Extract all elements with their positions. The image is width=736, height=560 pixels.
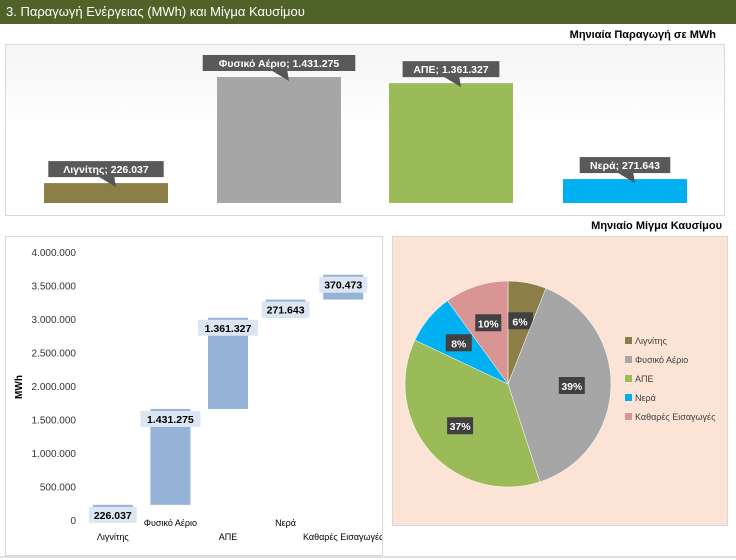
pie-label-bg-1 bbox=[558, 377, 585, 395]
data-label-pointer-0 bbox=[96, 175, 116, 188]
pie-label-bg-4 bbox=[475, 314, 502, 332]
data-label-2: ΑΠΕ; 1.361.327 bbox=[413, 64, 488, 76]
monthly-production-title: Μηνιαία Παραγωγή σε MWh bbox=[569, 29, 716, 41]
legend-swatch-0 bbox=[625, 337, 632, 344]
y-tick-label-8: 4.000.000 bbox=[32, 248, 77, 259]
y-tick-label-7: 3.500.000 bbox=[32, 282, 77, 293]
data-label-3: Νερά; 271.643 bbox=[590, 160, 660, 172]
legend-swatch-4 bbox=[625, 413, 632, 420]
y-tick-label-4: 2.000.000 bbox=[32, 382, 77, 393]
section-header: 3. Παραγωγή Ενέργειας (MWh) και Μίγμα Κα… bbox=[0, 0, 736, 24]
pie-data-label-4: 10% bbox=[478, 318, 500, 330]
bar-3 bbox=[563, 179, 687, 203]
legend-label-4: Καθαρές Εισαγωγές bbox=[635, 412, 716, 422]
x-tick-label-3: Νερά bbox=[275, 518, 296, 528]
data-label-pointer-3 bbox=[615, 171, 635, 184]
bar-1 bbox=[217, 77, 341, 203]
waterfall-label-bg-1 bbox=[140, 410, 201, 427]
legend-label-0: Λιγνίτης bbox=[635, 336, 668, 346]
x-tick-label-1: Φυσικό Αέριο bbox=[144, 518, 197, 528]
y-tick-label-2: 1.000.000 bbox=[32, 449, 77, 460]
y-tick-label-0: 0 bbox=[70, 516, 76, 527]
waterfall-data-label-1: 1.431.275 bbox=[147, 414, 194, 426]
bar-0 bbox=[44, 183, 168, 203]
x-tick-label-2: ΑΠΕ bbox=[219, 532, 238, 542]
pie-data-label-0: 6% bbox=[512, 316, 528, 328]
data-label-0: Λιγνίτης; 226.037 bbox=[63, 164, 149, 176]
pie-label-bg-3 bbox=[445, 334, 472, 352]
waterfall-data-label-2: 1.361.327 bbox=[205, 323, 252, 335]
pie-label-bg-2 bbox=[447, 417, 474, 435]
data-label-box-3 bbox=[579, 157, 671, 174]
data-label-box-2 bbox=[402, 61, 500, 78]
pie-data-label-3: 8% bbox=[451, 338, 467, 350]
waterfall-data-label-4: 370.473 bbox=[324, 280, 362, 292]
waterfall-chart: 0 500.000 1.000.000 1.500.000 2.000.000 2.500… bbox=[14, 248, 384, 542]
y-tick-label-6: 3.000.000 bbox=[32, 315, 77, 326]
pie-data-label-2: 37% bbox=[450, 421, 472, 433]
data-label-box-1 bbox=[202, 55, 356, 71]
data-label-pointer-2 bbox=[441, 75, 461, 88]
pie-slice-4 bbox=[447, 280, 509, 385]
waterfall-label-bg-2 bbox=[198, 319, 258, 336]
waterfall-label-bg-3 bbox=[261, 301, 310, 318]
waterfall-label-bg-4 bbox=[319, 276, 368, 293]
data-label-pointer-1 bbox=[269, 69, 289, 81]
fuel-mix-title: Μηνιαίο Μίγμα Καυσίμου bbox=[591, 220, 722, 232]
x-tick-label-4: Καθαρές Εισαγωγές bbox=[303, 532, 382, 542]
legend-label-3: Νερά bbox=[635, 393, 656, 403]
waterfall-panel: 0 500.000 1.000.000 1.500.000 2.000.000 2.500… bbox=[5, 236, 384, 556]
waterfall-data-label-0: 226.037 bbox=[94, 510, 132, 522]
legend-swatch-2 bbox=[625, 375, 632, 382]
pie-slice-2 bbox=[404, 339, 541, 488]
y-axis-label: MWh bbox=[14, 375, 25, 399]
bottom-divider bbox=[0, 556, 736, 558]
monthly-production-chart: Λιγνίτης; 226.037 Φυσικό Αέριο; 1.431.275… bbox=[44, 55, 687, 203]
fuel-mix-panel: 6% 39% 37% 8% 10% Λιγνίτης Φυσικό Αέριο ΑΠΕ Νερά… bbox=[392, 236, 728, 526]
legend-label-1: Φυσικό Αέριο bbox=[635, 355, 688, 365]
y-tick-label-3: 1.500.000 bbox=[32, 416, 77, 427]
monthly-production-panel: Λιγνίτης; 226.037 Φυσικό Αέριο; 1.431.275… bbox=[5, 44, 725, 216]
legend-label-2: ΑΠΕ bbox=[635, 374, 654, 384]
legend-swatch-3 bbox=[625, 394, 632, 401]
waterfall-label-bg-0 bbox=[88, 506, 137, 523]
pie-data-label-1: 39% bbox=[561, 381, 583, 393]
section-title: 3. Παραγωγή Ενέργειας (MWh) και Μίγμα Κα… bbox=[6, 4, 305, 19]
fuel-mix-pie-chart: 6% 39% 37% 8% 10% Λιγνίτης Φυσικό Αέριο ΑΠΕ Νερά… bbox=[404, 280, 716, 488]
data-label-1: Φυσικό Αέριο; 1.431.275 bbox=[219, 58, 340, 70]
pie-label-bg-0 bbox=[506, 312, 533, 330]
y-tick-label-1: 500.000 bbox=[40, 483, 77, 494]
data-label-box-0 bbox=[48, 161, 164, 178]
waterfall-data-label-3: 271.643 bbox=[267, 305, 305, 317]
legend-swatch-1 bbox=[625, 356, 632, 363]
x-tick-label-0: Λιγνίτης bbox=[97, 532, 130, 542]
bar-2 bbox=[389, 83, 513, 203]
y-tick-label-5: 2.500.000 bbox=[32, 349, 77, 360]
